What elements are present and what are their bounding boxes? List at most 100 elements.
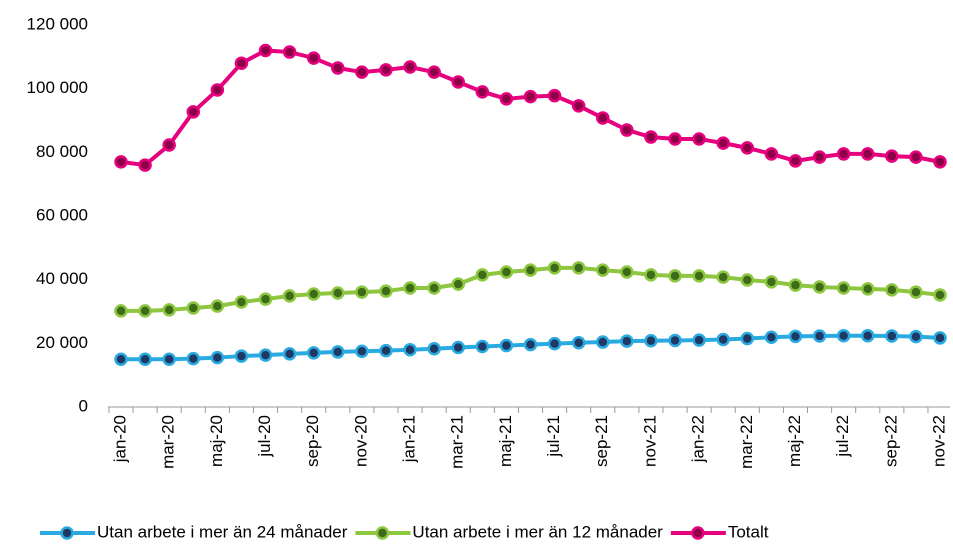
y-tick-label: 100 000	[27, 78, 88, 97]
data-point	[114, 155, 128, 169]
data-point	[644, 130, 658, 144]
data-point	[499, 338, 514, 353]
data-point	[403, 342, 417, 357]
data-point	[644, 334, 658, 348]
data-point	[379, 63, 393, 77]
data-point	[860, 147, 875, 161]
data-point	[355, 285, 369, 299]
data-point	[282, 45, 297, 59]
data-point	[186, 105, 201, 119]
data-point	[258, 348, 273, 362]
data-point	[282, 289, 297, 303]
data-point	[812, 329, 827, 343]
data-point	[933, 288, 947, 302]
legend-marker	[691, 526, 705, 540]
data-point	[933, 155, 947, 169]
x-tick-label: mar-22	[737, 415, 756, 469]
data-point	[933, 331, 947, 345]
data-point	[451, 277, 465, 291]
data-point	[596, 335, 610, 349]
data-point	[885, 149, 899, 163]
data-point	[740, 273, 755, 287]
data-point	[692, 333, 706, 347]
data-point	[210, 299, 225, 313]
data-point	[909, 285, 923, 299]
data-point	[306, 346, 321, 360]
data-point	[620, 265, 634, 279]
data-point	[812, 280, 827, 294]
legend-label: Utan arbete i mer än 12 månader	[412, 522, 663, 541]
data-point	[475, 85, 490, 99]
x-tick-label: nov-22	[929, 415, 948, 467]
y-tick-label: 120 000	[27, 14, 88, 33]
data-point	[860, 328, 875, 343]
data-point	[668, 333, 682, 348]
legend-marker	[60, 526, 74, 540]
data-point	[234, 349, 249, 363]
data-point	[403, 281, 417, 295]
data-point	[547, 336, 562, 351]
data-point	[523, 89, 538, 104]
data-point	[355, 344, 369, 359]
legend-label: Utan arbete i mer än 24 månader	[97, 522, 348, 541]
x-tick-label: sep-20	[303, 415, 322, 467]
data-point	[716, 332, 730, 347]
data-point	[186, 301, 201, 315]
x-tick-label: jul-20	[255, 415, 274, 458]
data-point	[571, 99, 586, 113]
data-point	[523, 263, 538, 277]
data-point	[306, 287, 321, 301]
y-tick-label: 60 000	[36, 205, 88, 224]
data-point	[331, 61, 345, 75]
data-point	[499, 92, 514, 106]
x-tick-label: jan-22	[689, 415, 708, 463]
x-tick-label: nov-21	[640, 415, 659, 467]
data-point	[282, 347, 297, 361]
x-tick-label: jul-21	[544, 415, 563, 458]
x-tick-label: maj-22	[785, 415, 804, 467]
data-point	[836, 328, 851, 343]
data-point	[427, 281, 441, 295]
data-point	[234, 56, 249, 70]
data-point	[451, 340, 465, 355]
y-tick-label: 20 000	[36, 333, 88, 352]
data-point	[764, 275, 779, 289]
data-point	[210, 83, 225, 97]
data-point	[885, 283, 899, 297]
data-point	[620, 334, 634, 348]
data-point	[692, 269, 706, 283]
data-point	[596, 111, 610, 125]
data-point	[355, 65, 369, 79]
x-tick-label: sep-22	[881, 415, 900, 467]
x-tick-label: jan-21	[400, 415, 419, 463]
data-point	[162, 352, 176, 366]
data-point	[740, 331, 755, 346]
data-point	[788, 154, 803, 168]
data-point	[258, 292, 273, 306]
x-tick-label: mar-20	[159, 415, 178, 469]
data-point	[138, 352, 152, 366]
data-point	[716, 270, 730, 284]
data-point	[379, 343, 393, 358]
x-tick-label: nov-20	[351, 415, 370, 467]
data-point	[306, 51, 321, 65]
x-tick-label: sep-21	[592, 415, 611, 467]
data-point	[764, 147, 779, 161]
data-point	[331, 345, 345, 359]
data-point	[788, 329, 803, 344]
data-point	[403, 60, 417, 74]
y-tick-label: 0	[79, 396, 88, 415]
data-point	[186, 351, 201, 366]
data-point	[836, 147, 851, 161]
data-point	[114, 304, 128, 318]
data-point	[138, 304, 152, 318]
data-point	[234, 295, 249, 309]
y-tick-label: 40 000	[36, 269, 88, 288]
data-point	[331, 286, 345, 300]
data-point	[692, 132, 706, 146]
data-point	[499, 265, 514, 279]
x-tick-label: maj-21	[496, 415, 515, 467]
data-point	[909, 150, 923, 164]
data-point	[547, 88, 562, 103]
